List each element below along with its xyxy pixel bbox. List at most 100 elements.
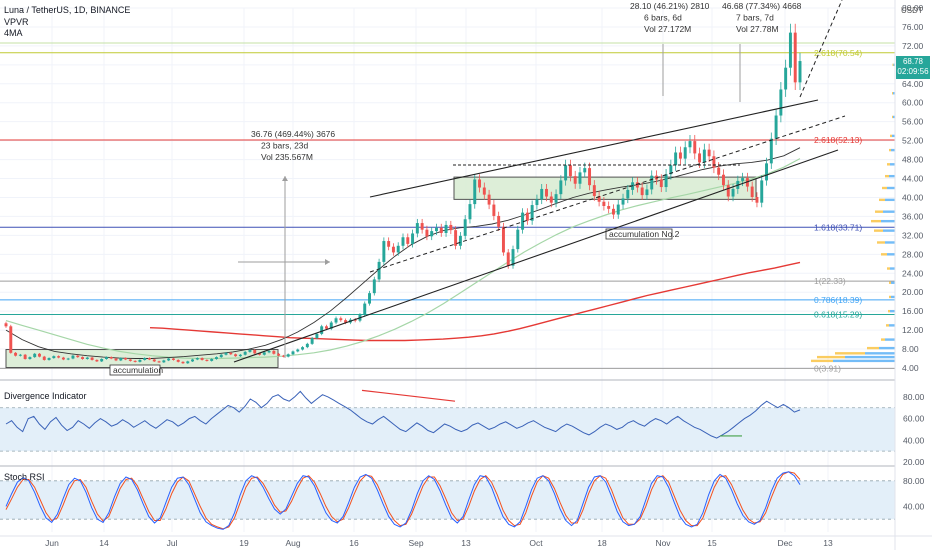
candle-body xyxy=(324,326,328,329)
candle-body xyxy=(186,361,190,364)
candle-body xyxy=(391,246,395,253)
price-tick-label: 40.00 xyxy=(902,192,924,202)
candle-body xyxy=(181,361,185,364)
candle-body xyxy=(253,350,257,354)
divergence-title[interactable]: Divergence Indicator xyxy=(4,391,87,401)
vpvr-bar-up xyxy=(889,281,891,284)
time-tick-label: 15 xyxy=(707,538,717,548)
candle-body xyxy=(229,352,233,355)
price-tick-label: 48.00 xyxy=(902,155,924,165)
vpvr-bar-down xyxy=(883,229,895,232)
fib-level-label: 2.618(52.13) xyxy=(814,135,862,145)
candle-body xyxy=(148,358,151,360)
candle-body xyxy=(291,351,295,355)
candle-body xyxy=(425,229,429,237)
candle-body xyxy=(368,293,371,304)
accumulation-label-box xyxy=(109,364,161,376)
vpvr-bar-up xyxy=(890,134,892,138)
candles xyxy=(4,23,802,364)
candle-body xyxy=(774,115,778,139)
price-tick-label: 56.00 xyxy=(902,117,924,127)
candle-body xyxy=(85,357,89,359)
candle-body xyxy=(506,252,510,266)
vpvr-indicator-label[interactable]: VPVR xyxy=(4,17,29,27)
measure-annotation-text: Vol 27.78M xyxy=(736,24,779,34)
candle-body xyxy=(157,361,161,363)
oscillator-tick-label: 80.00 xyxy=(903,392,925,402)
measure-annotation-text: Vol 235.567M xyxy=(261,152,313,162)
price-tick-label: 32.00 xyxy=(902,230,924,240)
vpvr-profile xyxy=(811,63,895,363)
candle-body xyxy=(272,350,276,354)
fib-level-label: 1(22.33) xyxy=(814,276,846,286)
candle-body xyxy=(521,212,525,230)
price-tick-label: 16.00 xyxy=(902,306,924,316)
vpvr-bar-down xyxy=(889,324,895,327)
candle-body xyxy=(286,354,290,357)
vpvr-bar-up xyxy=(881,338,885,341)
time-tick-label: 18 xyxy=(597,538,607,548)
candle-body xyxy=(47,358,51,360)
time-tick-label: Oct xyxy=(529,538,543,548)
candle-body xyxy=(339,318,343,321)
candle-body xyxy=(525,212,529,221)
stoch-k-line xyxy=(5,471,801,530)
oscillators: 80.00 60.00 40.00 20.00 80.00 40.00 xyxy=(0,389,925,530)
accumulation-label: accumulation xyxy=(113,365,163,375)
candle-body xyxy=(702,149,706,163)
vpvr-bar-up xyxy=(887,163,890,166)
drawings xyxy=(233,0,846,363)
stoch-band xyxy=(0,480,895,520)
symbol-title[interactable]: Luna / TetherUS, 1D, BINANCE xyxy=(4,5,131,15)
divergence-band xyxy=(0,407,895,452)
vpvr-bar-up xyxy=(892,92,893,95)
candle-body xyxy=(100,359,104,362)
candle-body xyxy=(554,194,558,203)
vpvr-bar-up xyxy=(874,229,883,232)
candle-body xyxy=(779,89,783,116)
candle-body xyxy=(315,333,319,339)
candle-body xyxy=(9,326,13,353)
candle-body xyxy=(458,235,462,246)
measure-annotation-text: 36.76 (469.44%) 3676 xyxy=(251,129,335,139)
candle-body xyxy=(592,185,596,197)
candle-body xyxy=(28,357,32,359)
candle-body xyxy=(114,358,118,361)
time-axis[interactable]: Jun 14 Jul 19 Aug 16 Sep 13 Oct 18 Nov 15 Dec 13 xyxy=(0,535,932,548)
candle-body xyxy=(305,343,309,348)
price-tick-label: 72.00 xyxy=(902,41,924,51)
candle-body xyxy=(258,353,261,355)
candle-body xyxy=(688,141,692,148)
channel-lower-line xyxy=(233,149,839,363)
candle-body xyxy=(76,355,80,358)
stoch-rsi-title[interactable]: Stoch RSI xyxy=(4,472,45,482)
price-tick-label: 76.00 xyxy=(902,22,924,32)
candle-body xyxy=(152,359,156,362)
candle-body xyxy=(721,174,725,186)
candle-body xyxy=(698,153,702,163)
price-axis[interactable]: 80.0076.0072.0068.0064.0060.0056.0052.00… xyxy=(894,0,932,550)
vpvr-bar-up xyxy=(811,359,833,363)
vpvr-bar-up xyxy=(892,115,893,119)
candle-body xyxy=(396,245,400,253)
price-tick-label: 52.00 xyxy=(902,136,924,146)
time-tick-label: Dec xyxy=(777,538,793,548)
ma-indicator-label[interactable]: 4MA xyxy=(4,28,23,38)
vpvr-bar-up xyxy=(886,324,889,327)
vpvr-bar-up xyxy=(889,148,891,152)
moving-averages xyxy=(5,147,801,360)
candle-body xyxy=(205,359,209,361)
candle-body xyxy=(66,358,70,360)
candle-body xyxy=(219,354,223,358)
candle-body xyxy=(573,176,577,184)
candle-body xyxy=(731,188,735,197)
vpvr-bar-up xyxy=(892,63,894,67)
candle-body xyxy=(377,261,381,280)
vpvr-bar-up xyxy=(835,352,865,355)
vpvr-bar-down xyxy=(893,115,895,119)
candle-body xyxy=(497,215,501,227)
candle-body xyxy=(387,241,391,247)
candle-body xyxy=(210,359,214,361)
candle-body xyxy=(243,351,247,355)
